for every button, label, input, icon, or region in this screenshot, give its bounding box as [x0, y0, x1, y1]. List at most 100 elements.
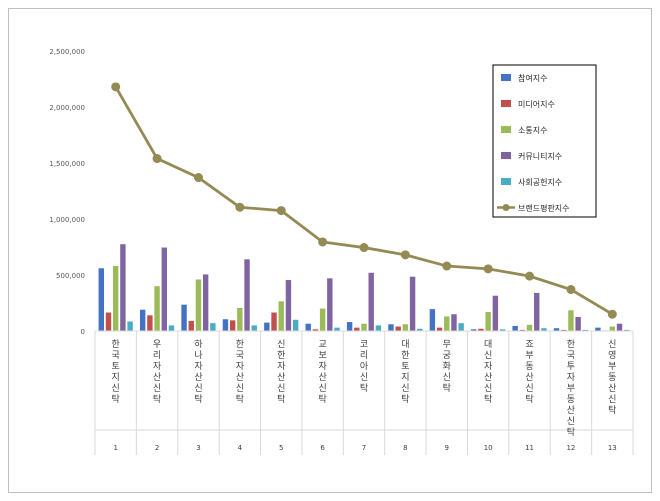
bar-5	[168, 325, 175, 331]
legend-label: 미디어지수	[518, 99, 555, 109]
bar-3	[319, 308, 326, 331]
line-point	[152, 154, 162, 164]
bar-5	[251, 325, 257, 331]
bar-5	[582, 329, 589, 331]
bar-4	[368, 272, 374, 331]
line-point	[318, 237, 328, 247]
bar-2	[229, 320, 236, 331]
bar-4	[202, 274, 209, 331]
legend-label: 소통지수	[518, 126, 547, 135]
line-point	[483, 264, 493, 274]
bar-1	[222, 319, 229, 331]
bar-1	[512, 325, 518, 331]
legend-swatch	[501, 74, 511, 81]
bar-4	[120, 244, 126, 331]
bar-3	[361, 323, 367, 331]
bar-2	[561, 329, 567, 331]
bar-5	[499, 329, 506, 331]
x-tick-number: 12	[566, 444, 575, 452]
bar-1	[139, 309, 146, 331]
line-point	[276, 206, 286, 216]
bar-3	[278, 301, 284, 331]
bar-1	[264, 322, 270, 331]
y-tick-label: 2,000,000	[49, 104, 85, 112]
legend-swatch	[501, 126, 511, 133]
bar-2	[147, 315, 153, 331]
bar-4	[244, 259, 250, 331]
bar-3	[609, 326, 616, 331]
bar-4	[285, 280, 292, 331]
bar-5	[417, 328, 423, 331]
x-tick-number: 1	[113, 444, 117, 452]
bar-2	[395, 326, 401, 331]
bar-1	[595, 327, 601, 331]
y-tick-label: 1,000,000	[49, 216, 85, 224]
bar-4	[451, 314, 457, 331]
legend-swatch-marker	[502, 204, 510, 211]
x-tick-number: 5	[279, 444, 283, 452]
line-point	[359, 243, 369, 253]
x-tick-number: 10	[484, 444, 493, 452]
bar-4	[409, 276, 416, 331]
line-point	[525, 271, 535, 281]
bar-2	[436, 327, 443, 331]
x-tick-number: 8	[403, 444, 407, 452]
x-axis: 한 국 토 지 신 탁 1 우 리 자 산 신 탁 2 하 나 자 산 신 탁 3 한 국 자 산 신 탁 4 신 한 자 산 신 탁 5 교 보 자 산 신…	[94, 330, 634, 455]
bar-3	[485, 311, 491, 331]
bar-1	[388, 324, 394, 331]
bar-1	[346, 322, 353, 331]
x-tick-number: 9	[445, 444, 449, 452]
bar-2	[271, 312, 277, 331]
y-tick-label: 500,000	[56, 272, 85, 280]
x-tick-number: 13	[608, 444, 617, 452]
y-axis-tick-labels: 0 500,000 1,000,000 1,500,000 2,000,000 2,500…	[49, 48, 85, 336]
line-point	[442, 261, 452, 271]
bar-3	[444, 316, 450, 331]
bar-2	[188, 320, 194, 331]
bar-1	[553, 328, 560, 331]
y-tick-label: 1,500,000	[49, 160, 85, 168]
bar-4	[492, 295, 499, 331]
bar-1	[181, 304, 187, 331]
bar-5	[458, 323, 464, 331]
bar-4	[161, 247, 167, 331]
legend-swatch	[501, 178, 511, 185]
bar-1	[429, 309, 436, 331]
legend-swatch	[501, 152, 511, 159]
bar-5	[541, 328, 547, 331]
bar-2	[354, 327, 360, 331]
bar-1	[305, 323, 311, 331]
bar-1	[98, 268, 104, 331]
bar-5	[210, 323, 216, 331]
bar-3	[526, 324, 533, 331]
x-tick-number: 4	[238, 444, 243, 452]
chart-frame: 0 500,000 1,000,000 1,500,000 2,000,000 2,500…	[8, 8, 652, 493]
x-tick-number: 11	[525, 444, 534, 452]
x-tick-number: 6	[320, 444, 325, 452]
bar-2	[478, 328, 484, 331]
bar-5	[334, 327, 340, 331]
line-point	[235, 202, 245, 212]
bar-4	[616, 323, 623, 331]
legend-label: 참여지수	[518, 73, 547, 83]
bar-5	[127, 321, 133, 331]
x-tick-number: 2	[155, 444, 159, 452]
bar-5	[624, 329, 630, 331]
bar-3	[402, 324, 409, 331]
bar-2	[105, 312, 112, 331]
brand-reputation-chart: 0 500,000 1,000,000 1,500,000 2,000,000 2,500…	[49, 48, 634, 455]
bar-1	[471, 329, 477, 331]
line-point	[400, 250, 410, 260]
bar-4	[327, 278, 333, 331]
